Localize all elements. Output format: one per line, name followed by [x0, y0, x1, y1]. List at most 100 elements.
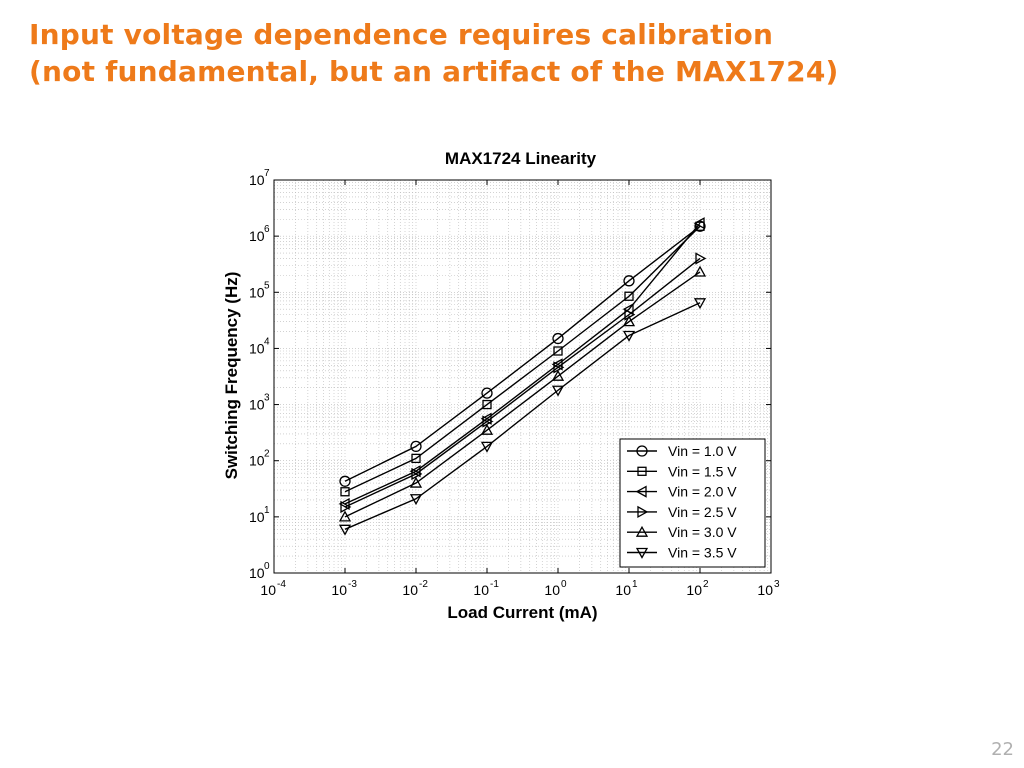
y-tick-label: 10 0 — [249, 561, 270, 581]
y-tick-base: 10 — [249, 453, 265, 469]
y-tick-label: 10 5 — [249, 280, 270, 300]
series-line — [344, 271, 701, 518]
data-point-triangle-down — [409, 494, 423, 506]
data-point-circle — [410, 440, 422, 453]
x-tick-label: 10 0 — [544, 579, 567, 598]
legend-label: Vin = 2.0 V — [668, 484, 737, 500]
series-line — [344, 225, 701, 482]
data-point-triangle-right — [482, 415, 494, 428]
legend-item: Vin = 2.0 V — [627, 484, 737, 500]
legend-label: Vin = 3.5 V — [668, 545, 737, 561]
data-point-triangle-down — [480, 441, 494, 453]
y-tick-exponent: 4 — [264, 336, 270, 347]
series-circle — [339, 220, 706, 487]
x-tick-exponent: -2 — [419, 579, 428, 590]
y-tick-label: 10 2 — [249, 449, 270, 469]
legend-marker-triangle-left — [635, 485, 647, 498]
x-tick-base: 10 — [331, 582, 347, 598]
x-tick-base: 10 — [544, 582, 560, 598]
legend-marker-circle — [636, 445, 648, 457]
legend-item: Vin = 3.5 V — [627, 545, 737, 561]
legend-item: Vin = 1.0 V — [627, 443, 737, 459]
x-tick-exponent: -1 — [490, 579, 499, 590]
data-point-square — [482, 399, 492, 410]
x-tick-label: 10 -1 — [473, 579, 499, 598]
series-line — [344, 257, 701, 508]
data-series — [338, 217, 707, 536]
series-line — [344, 222, 701, 505]
x-tick-exponent: 2 — [703, 579, 709, 590]
legend-label: Vin = 1.5 V — [668, 463, 737, 479]
y-tick-exponent: 0 — [264, 561, 270, 572]
series-line — [344, 302, 701, 530]
legend-marker-triangle-down — [635, 547, 649, 559]
y-tick-label: 10 4 — [249, 336, 270, 356]
data-point-triangle-up — [409, 476, 423, 488]
x-axis-label: Load Current (mA) — [447, 603, 597, 622]
x-tick-label: 10 1 — [615, 579, 638, 598]
data-point-triangle-up — [693, 265, 707, 277]
legend-item: Vin = 3.0 V — [627, 524, 737, 540]
y-tick-label: 10 1 — [249, 505, 270, 525]
axis-ticks: 10 -4 10 -3 10 -2 10 -1 10 0 10 1 10 2 10 310 010 110 210 3… — [249, 168, 780, 598]
data-point-triangle-left — [338, 497, 350, 511]
x-tick-exponent: -4 — [277, 579, 286, 590]
y-tick-base: 10 — [249, 284, 265, 300]
series-triangle-down — [338, 298, 707, 536]
y-tick-label: 10 3 — [249, 393, 270, 413]
y-tick-label: 10 7 — [249, 168, 270, 188]
y-tick-exponent: 3 — [264, 393, 270, 404]
data-point-triangle-right — [411, 467, 423, 481]
y-tick-base: 10 — [249, 172, 265, 188]
slide-title-line-2: (not fundamental, but an artifact of the… — [29, 55, 839, 88]
x-tick-exponent: -3 — [348, 579, 357, 590]
y-tick-exponent: 7 — [264, 168, 270, 179]
series-square — [340, 221, 705, 497]
data-point-triangle-up — [480, 423, 494, 435]
legend-box — [619, 438, 766, 568]
y-tick-exponent: 6 — [264, 224, 270, 235]
x-tick-label: 10 2 — [686, 579, 709, 598]
series-triangle-up — [338, 265, 707, 522]
x-tick-exponent: 1 — [632, 579, 638, 590]
slide-title: Input voltage dependence requires calibr… — [29, 16, 839, 90]
data-point-triangle-right — [695, 252, 707, 265]
x-tick-label: 10 -3 — [331, 579, 357, 598]
chart-title: MAX1724 Linearity — [445, 149, 597, 168]
y-tick-base: 10 — [249, 340, 265, 356]
data-point-circle — [552, 332, 564, 345]
data-point-triangle-up — [551, 369, 565, 381]
data-point-triangle-right — [340, 500, 352, 514]
legend-marker-triangle-right — [637, 505, 649, 519]
y-tick-base: 10 — [249, 228, 265, 244]
x-tick-base: 10 — [686, 582, 702, 598]
x-tick-exponent: 0 — [561, 579, 567, 590]
data-point-square — [553, 346, 563, 356]
y-axis-label: Switching Frequency (Hz) — [222, 272, 241, 480]
x-tick-base: 10 — [402, 582, 418, 598]
x-tick-label: 10 -4 — [260, 579, 286, 598]
y-tick-base: 10 — [249, 397, 265, 413]
y-tick-exponent: 2 — [264, 449, 270, 460]
legend-marker-square — [637, 466, 647, 476]
x-tick-label: 10 -2 — [402, 579, 428, 598]
slide-title-line-1: Input voltage dependence requires calibr… — [29, 18, 774, 51]
series-line — [344, 225, 701, 493]
data-point-triangle-down — [693, 298, 707, 310]
y-tick-label: 10 6 — [249, 224, 270, 244]
y-tick-base: 10 — [249, 509, 265, 525]
legend-item: Vin = 2.5 V — [627, 504, 737, 520]
data-point-triangle-down — [338, 524, 352, 536]
data-point-triangle-right — [553, 361, 565, 374]
data-point-square — [624, 291, 634, 301]
legend-label: Vin = 2.5 V — [668, 504, 737, 520]
plot-frame — [273, 179, 772, 574]
data-point-circle — [481, 387, 493, 399]
x-tick-base: 10 — [473, 582, 489, 598]
y-tick-exponent: 5 — [264, 280, 270, 291]
data-point-triangle-left — [693, 217, 705, 230]
legend-label: Vin = 1.0 V — [668, 443, 737, 459]
data-point-triangle-down — [551, 385, 565, 397]
y-tick-exponent: 1 — [264, 505, 270, 516]
legend-marker-triangle-up — [635, 525, 649, 537]
